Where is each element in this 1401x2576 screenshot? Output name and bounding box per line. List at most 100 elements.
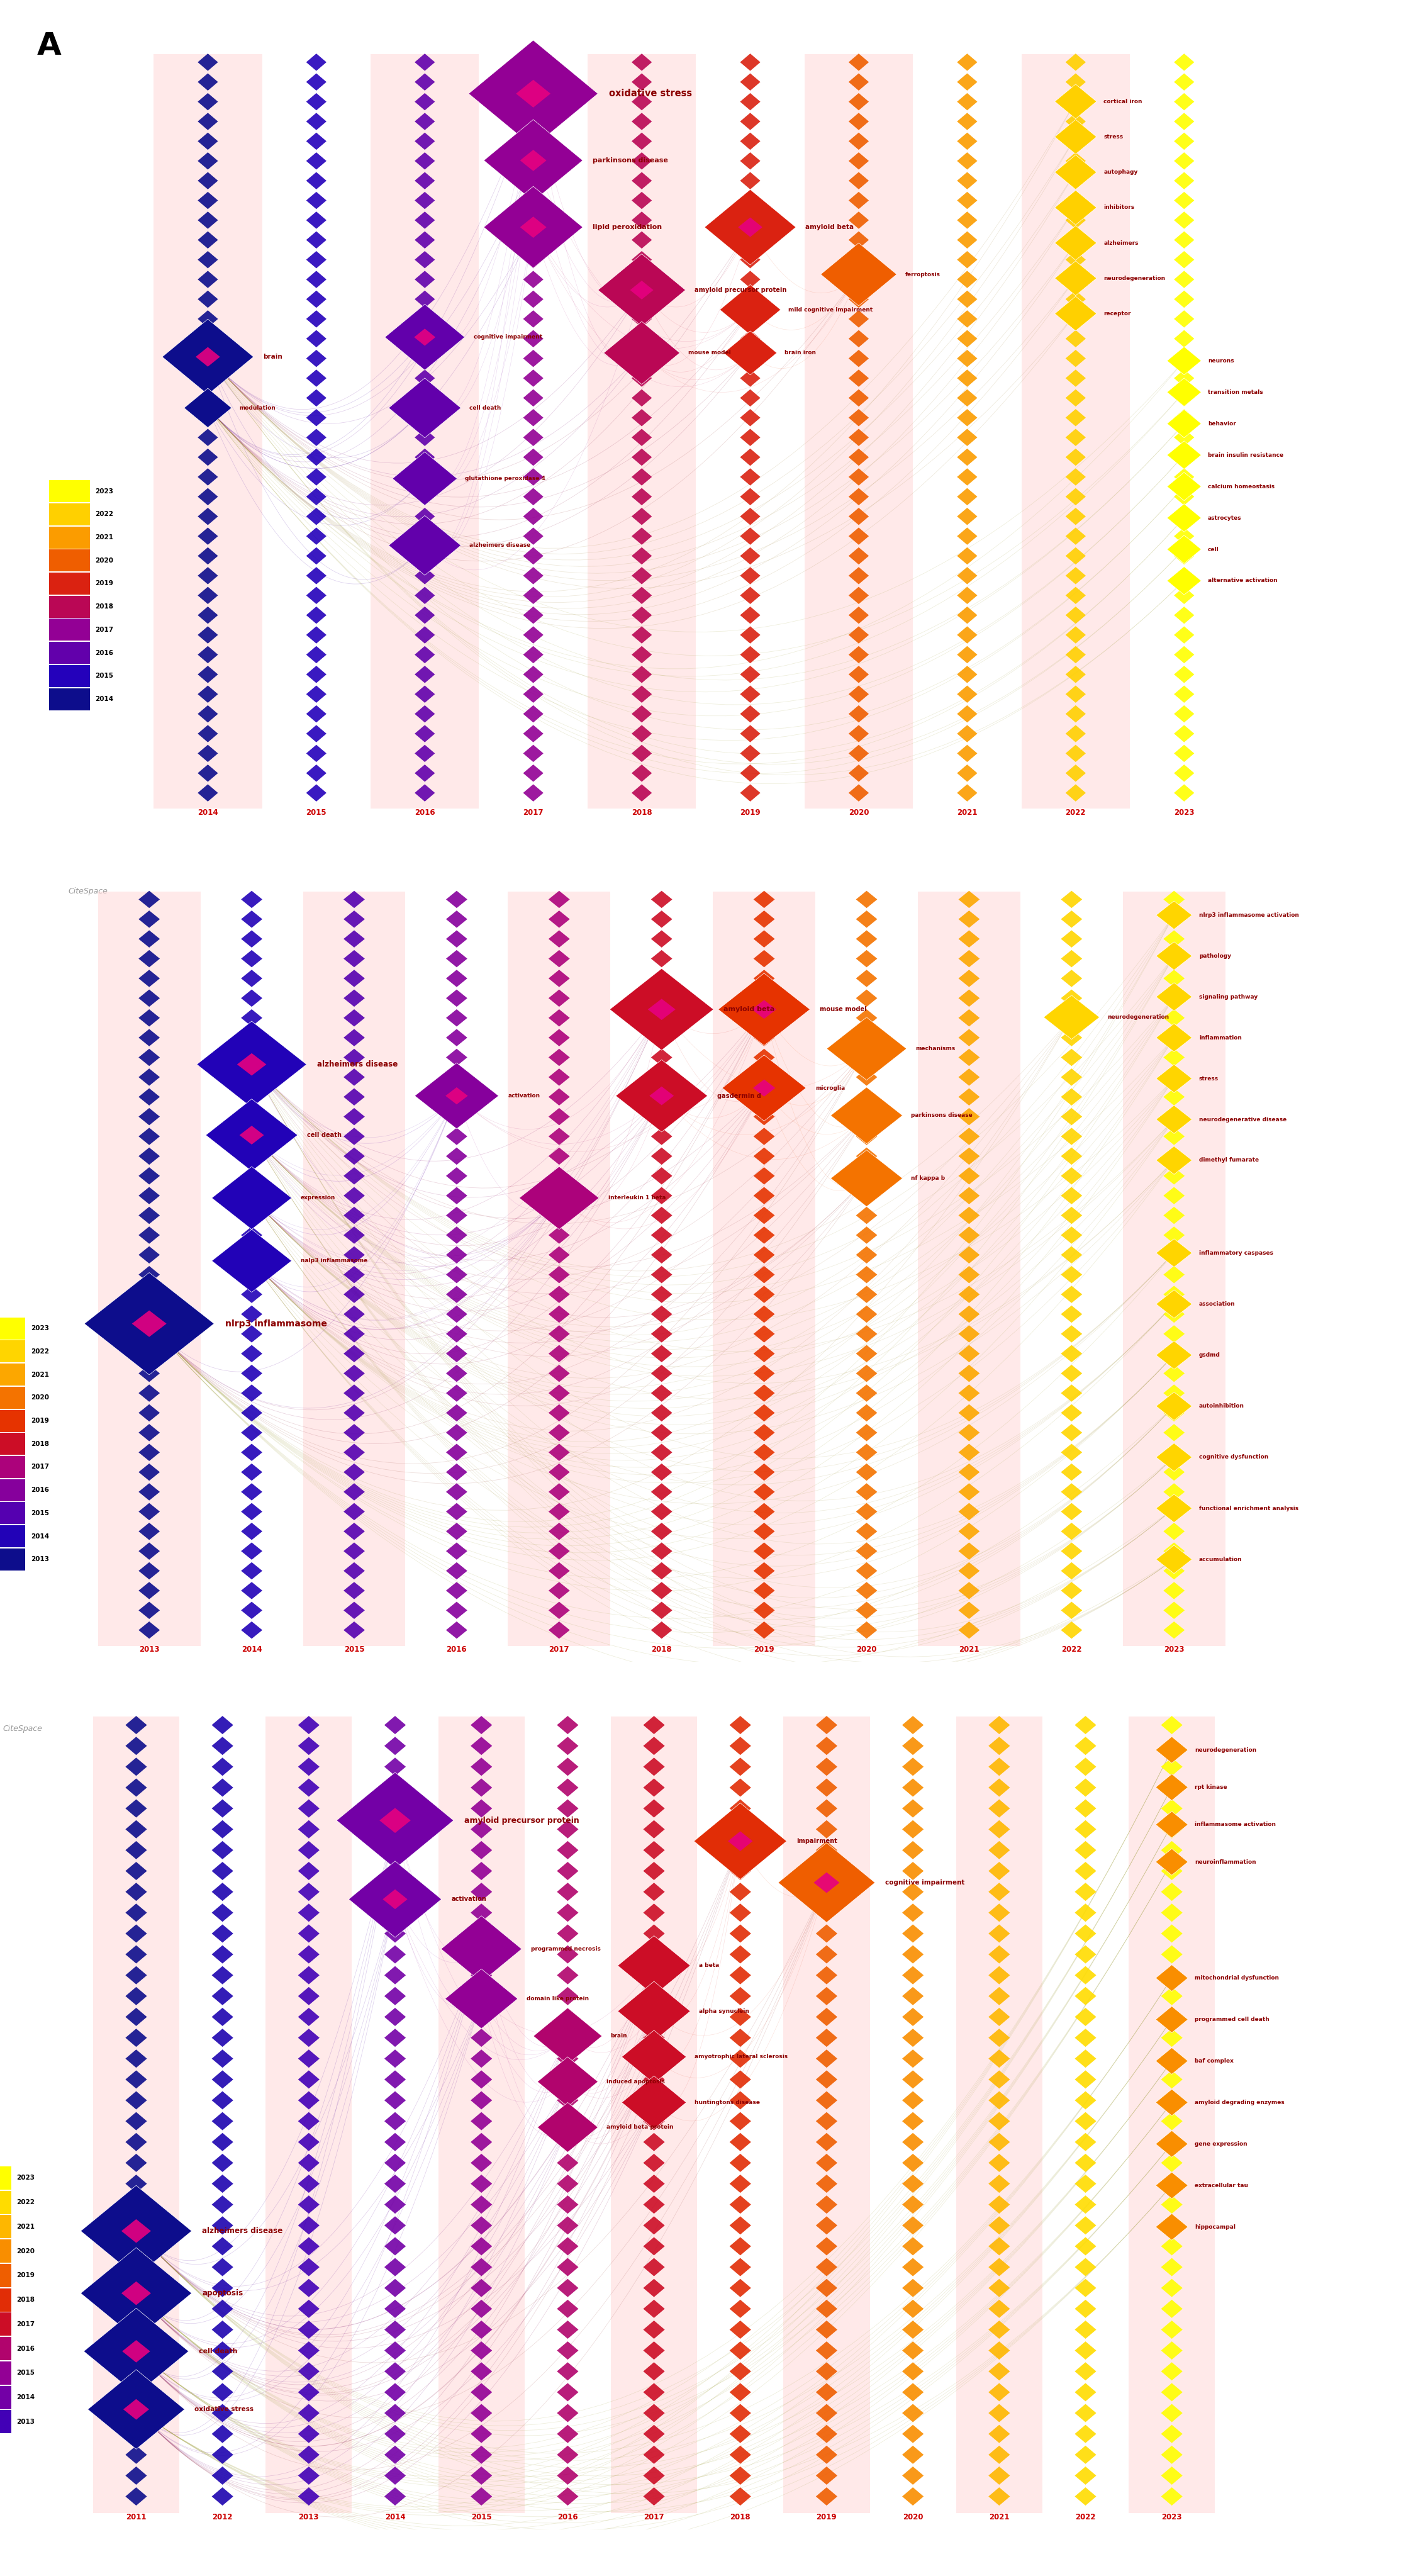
Polygon shape [1161, 1151, 1187, 1170]
Polygon shape [1160, 1852, 1182, 1870]
Polygon shape [549, 891, 570, 909]
Polygon shape [651, 891, 672, 909]
Polygon shape [415, 72, 434, 90]
Polygon shape [241, 909, 262, 927]
Polygon shape [730, 2092, 751, 2110]
Polygon shape [384, 2154, 406, 2172]
Polygon shape [198, 528, 219, 544]
Bar [0, 2239, 11, 2262]
Polygon shape [849, 173, 869, 191]
Polygon shape [298, 2259, 319, 2277]
Polygon shape [815, 1777, 838, 1795]
Polygon shape [139, 1543, 160, 1558]
Polygon shape [622, 979, 700, 1041]
Polygon shape [849, 605, 869, 623]
Polygon shape [1066, 93, 1086, 111]
Polygon shape [1168, 348, 1201, 374]
Polygon shape [1159, 1108, 1189, 1131]
Polygon shape [1159, 2050, 1185, 2071]
Polygon shape [212, 1777, 233, 1795]
Polygon shape [902, 2488, 923, 2506]
Polygon shape [822, 245, 894, 304]
Polygon shape [523, 131, 544, 149]
Polygon shape [1168, 348, 1199, 374]
Polygon shape [1056, 191, 1096, 224]
Polygon shape [1062, 268, 1089, 289]
Polygon shape [396, 456, 454, 502]
Polygon shape [1066, 706, 1086, 721]
Polygon shape [523, 765, 544, 781]
Polygon shape [384, 2112, 406, 2130]
Polygon shape [1159, 943, 1189, 969]
Polygon shape [815, 2362, 838, 2380]
Polygon shape [1163, 1744, 1180, 1757]
Polygon shape [1170, 507, 1198, 531]
Polygon shape [625, 1986, 684, 2035]
Polygon shape [549, 951, 570, 969]
Polygon shape [1075, 2280, 1096, 2298]
Polygon shape [856, 1582, 877, 1600]
Polygon shape [446, 1265, 468, 1283]
Polygon shape [815, 2342, 838, 2360]
Polygon shape [1157, 1394, 1191, 1419]
Polygon shape [754, 1087, 775, 1105]
Polygon shape [527, 1172, 591, 1224]
Polygon shape [699, 1808, 782, 1875]
Polygon shape [1075, 1716, 1096, 1734]
Polygon shape [343, 1484, 364, 1499]
Polygon shape [754, 1543, 775, 1558]
Polygon shape [849, 211, 869, 229]
Polygon shape [849, 626, 869, 644]
Polygon shape [471, 2445, 492, 2463]
Polygon shape [1161, 1821, 1182, 1839]
Polygon shape [785, 1847, 869, 1917]
Polygon shape [754, 1206, 775, 1224]
Polygon shape [1163, 1365, 1185, 1381]
Polygon shape [415, 330, 436, 345]
Polygon shape [1066, 368, 1086, 386]
Polygon shape [1163, 951, 1185, 969]
Text: hippocampal: hippocampal [1195, 2223, 1236, 2231]
Polygon shape [651, 1383, 672, 1401]
Polygon shape [740, 487, 761, 505]
Polygon shape [632, 131, 651, 149]
Polygon shape [1061, 1602, 1082, 1618]
Polygon shape [307, 152, 326, 170]
Polygon shape [387, 307, 462, 368]
Text: alzheimers disease: alzheimers disease [317, 1061, 398, 1069]
Polygon shape [1066, 647, 1086, 662]
Polygon shape [1156, 1342, 1192, 1370]
Text: 2016: 2016 [95, 649, 113, 657]
Polygon shape [298, 1821, 319, 1839]
Polygon shape [558, 1716, 579, 1734]
Polygon shape [241, 891, 262, 909]
Polygon shape [307, 113, 326, 131]
Polygon shape [1156, 1023, 1192, 1051]
Text: parkinsons disease: parkinsons disease [593, 157, 668, 162]
Polygon shape [643, 2174, 664, 2192]
Polygon shape [1164, 907, 1184, 922]
Polygon shape [902, 2195, 923, 2213]
Polygon shape [493, 193, 574, 260]
Polygon shape [139, 951, 160, 969]
Polygon shape [856, 930, 877, 948]
Polygon shape [643, 2383, 664, 2401]
Polygon shape [849, 469, 869, 484]
Polygon shape [1066, 587, 1086, 603]
Polygon shape [558, 2424, 579, 2442]
Polygon shape [558, 1798, 579, 1819]
Polygon shape [126, 2488, 147, 2506]
Polygon shape [730, 1842, 751, 1860]
Polygon shape [730, 1716, 751, 1734]
Polygon shape [1065, 162, 1087, 180]
Polygon shape [825, 247, 892, 301]
Polygon shape [740, 765, 761, 781]
Polygon shape [1173, 572, 1195, 590]
Polygon shape [643, 1798, 664, 1819]
Polygon shape [139, 989, 160, 1007]
Polygon shape [1061, 1306, 1082, 1321]
Polygon shape [343, 891, 364, 909]
Text: 2012: 2012 [213, 2514, 233, 2522]
Polygon shape [643, 1904, 664, 1922]
Polygon shape [1163, 1146, 1185, 1164]
